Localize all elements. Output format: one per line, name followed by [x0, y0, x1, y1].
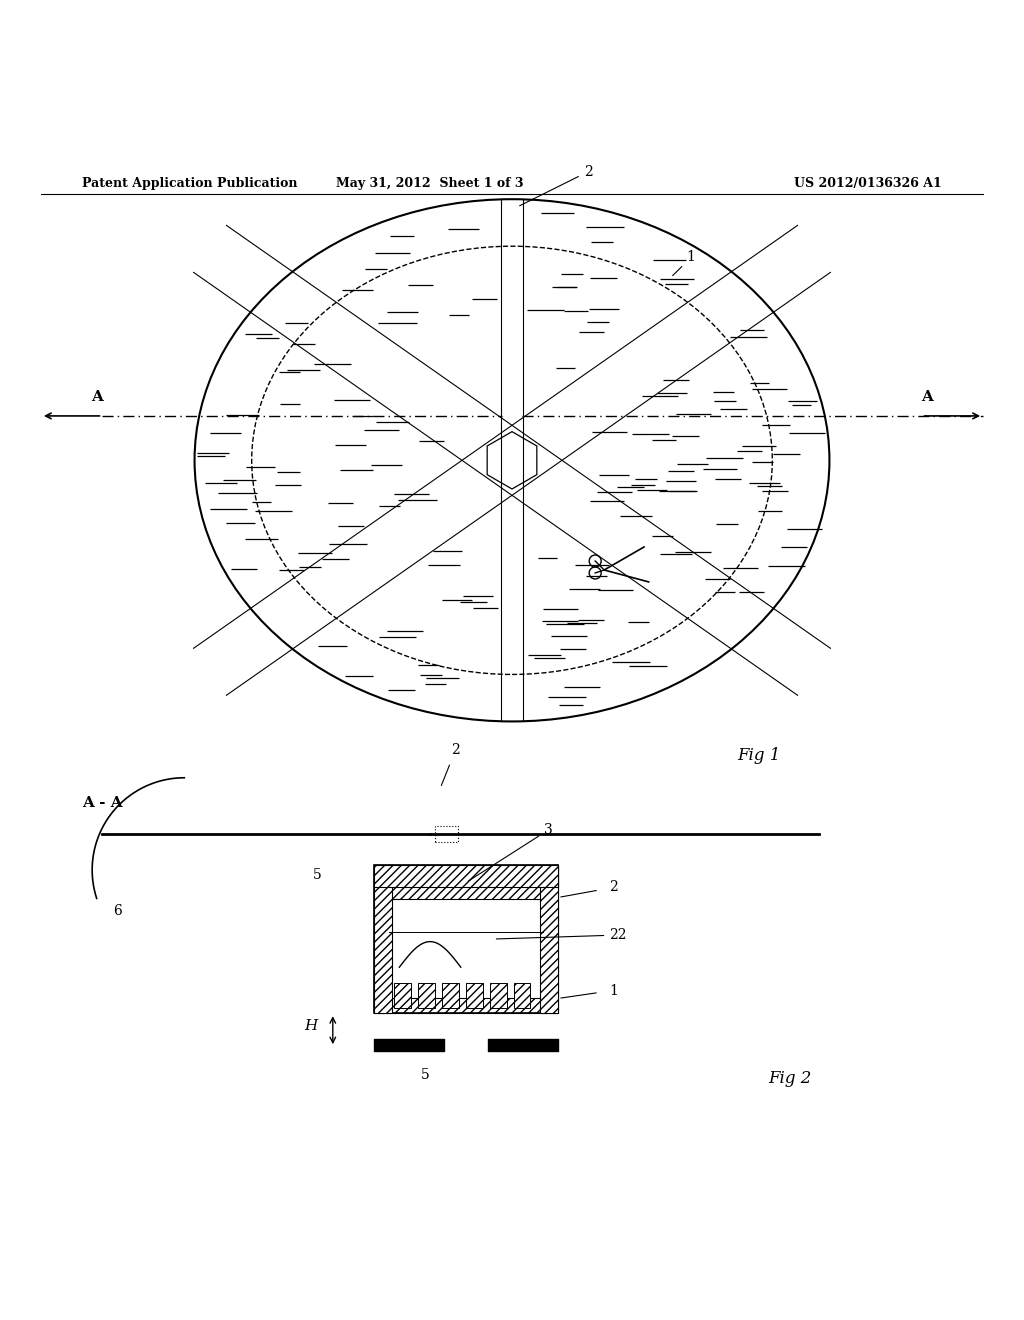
- Text: 5: 5: [313, 869, 322, 882]
- Text: A - A: A - A: [82, 796, 123, 810]
- Bar: [442, 982, 459, 1008]
- Bar: [394, 982, 411, 1008]
- Bar: [489, 982, 507, 1008]
- Bar: [466, 982, 482, 1008]
- Text: 1: 1: [673, 251, 695, 276]
- Bar: [374, 865, 558, 1014]
- Text: 2: 2: [452, 743, 460, 758]
- Bar: [418, 982, 435, 1008]
- Bar: [374, 865, 558, 887]
- Text: Patent Application Publication: Patent Application Publication: [82, 177, 297, 190]
- Bar: [540, 865, 558, 1014]
- Bar: [374, 865, 558, 1014]
- Text: Fig 1: Fig 1: [737, 747, 780, 764]
- Text: 3: 3: [468, 824, 553, 882]
- Bar: [514, 982, 530, 1008]
- Text: H: H: [304, 1019, 317, 1034]
- Text: Fig 2: Fig 2: [768, 1069, 811, 1086]
- Text: 5: 5: [421, 1068, 429, 1081]
- Text: US 2012/0136326 A1: US 2012/0136326 A1: [795, 177, 942, 190]
- Bar: [374, 865, 392, 1014]
- Text: 22: 22: [497, 928, 627, 942]
- Text: 1: 1: [609, 983, 618, 998]
- Text: A: A: [91, 389, 103, 404]
- Bar: [386, 899, 546, 998]
- Text: A: A: [921, 389, 933, 404]
- Text: 6: 6: [114, 904, 122, 917]
- Text: May 31, 2012  Sheet 1 of 3: May 31, 2012 Sheet 1 of 3: [336, 177, 524, 190]
- Text: 2: 2: [519, 165, 593, 206]
- Text: 2: 2: [609, 880, 618, 894]
